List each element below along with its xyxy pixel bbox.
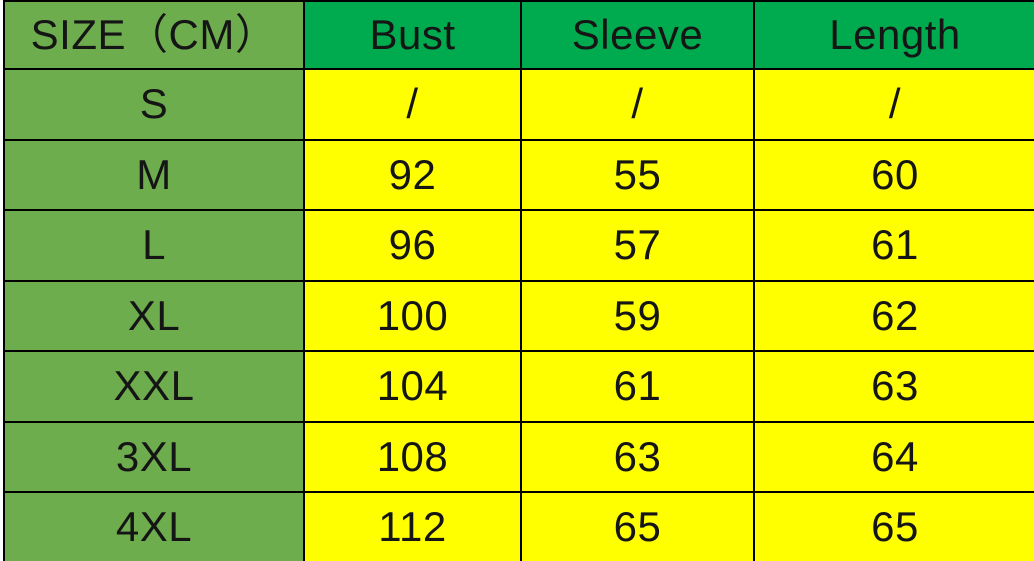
table-row-l: L 96 57 61 (3, 209, 1034, 282)
sleeve-value: / (520, 68, 755, 141)
bust-value: 96 (303, 209, 522, 282)
column-header-sleeve: Sleeve (520, 0, 755, 70)
length-value: 62 (753, 279, 1034, 352)
size-label: XXL (3, 350, 305, 423)
header-row: SIZE（CM） Bust Sleeve Length (3, 0, 1034, 70)
table-row-xxl: XXL 104 61 63 (3, 350, 1034, 423)
sleeve-value: 65 (520, 491, 755, 561)
column-header-length: Length (753, 0, 1034, 70)
length-value: 63 (753, 350, 1034, 423)
bust-value: 92 (303, 138, 522, 211)
column-header-bust: Bust (303, 0, 522, 70)
sleeve-value: 61 (520, 350, 755, 423)
table-row-4xl: 4XL 112 65 65 (3, 491, 1034, 561)
size-label: 3XL (3, 420, 305, 493)
table-row-m: M 92 55 60 (3, 138, 1034, 211)
column-header-size: SIZE（CM） (3, 0, 305, 70)
size-label: S (3, 68, 305, 141)
table-row-xl: XL 100 59 62 (3, 279, 1034, 352)
length-value: 65 (753, 491, 1034, 561)
size-label: 4XL (3, 491, 305, 561)
table-row-s: S / / / (3, 68, 1034, 141)
size-label: XL (3, 279, 305, 352)
length-value: 61 (753, 209, 1034, 282)
table-row-3xl: 3XL 108 63 64 (3, 420, 1034, 493)
sleeve-value: 59 (520, 279, 755, 352)
length-value: 64 (753, 420, 1034, 493)
bust-value: / (303, 68, 522, 141)
length-value: 60 (753, 138, 1034, 211)
sleeve-value: 57 (520, 209, 755, 282)
sleeve-value: 63 (520, 420, 755, 493)
size-chart-table: SIZE（CM） Bust Sleeve Length S / / / M 92… (3, 0, 1034, 561)
size-label: L (3, 209, 305, 282)
bust-value: 104 (303, 350, 522, 423)
bust-value: 112 (303, 491, 522, 561)
bust-value: 100 (303, 279, 522, 352)
length-value: / (753, 68, 1034, 141)
sleeve-value: 55 (520, 138, 755, 211)
size-label: M (3, 138, 305, 211)
bust-value: 108 (303, 420, 522, 493)
